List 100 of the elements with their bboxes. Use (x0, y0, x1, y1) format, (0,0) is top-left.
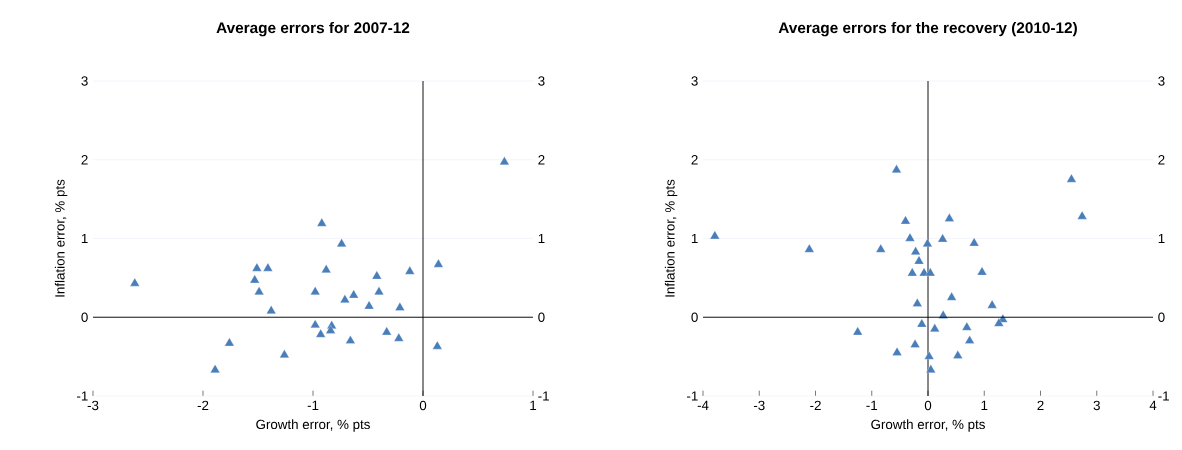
point (875, 243, 886, 253)
point (925, 364, 936, 373)
point (315, 328, 326, 338)
y-tick-label: 1 (81, 233, 88, 244)
point (961, 321, 972, 331)
point (404, 265, 415, 275)
y2-tick-label: 1 (538, 233, 545, 244)
point (938, 310, 949, 319)
point (1066, 173, 1077, 183)
point (922, 238, 933, 247)
point (925, 267, 936, 277)
y-tick-label: 0 (81, 312, 88, 322)
point (432, 340, 443, 350)
y-tick-label: 0 (691, 312, 698, 322)
point (946, 291, 957, 301)
point (914, 255, 924, 265)
point (325, 325, 336, 334)
x-tick-label: 0 (924, 400, 932, 411)
point (892, 347, 902, 356)
point (395, 302, 405, 311)
y2-tick-label: 1 (1158, 233, 1165, 244)
point (249, 274, 260, 284)
point (374, 286, 384, 295)
y2-tick-label: -1 (538, 391, 549, 401)
y2-tick-label: 3 (1158, 76, 1165, 86)
point (916, 318, 927, 328)
x-tick-label: 4 (1149, 400, 1157, 410)
x-tick-label: -4 (697, 400, 709, 410)
x-tick-label: 3 (1093, 400, 1100, 411)
x-tick-label: 1 (530, 400, 537, 410)
y-axis-title: Inflation error, % pts (664, 179, 678, 297)
point (371, 270, 382, 280)
point (852, 326, 863, 336)
point (910, 339, 920, 348)
point (709, 230, 720, 240)
point (891, 164, 902, 173)
point (987, 299, 998, 309)
chart-title: Average errors for the recovery (2010-12) (778, 21, 1077, 37)
point (364, 300, 374, 310)
point (279, 349, 290, 358)
y-tick-label: 3 (81, 76, 88, 86)
point (340, 294, 350, 303)
point (316, 217, 327, 227)
point (993, 317, 1004, 327)
x-tick-label: -1 (307, 400, 319, 410)
y-tick-label: 1 (691, 233, 698, 244)
point (252, 262, 262, 272)
point (254, 286, 264, 295)
point (310, 286, 321, 295)
point (345, 335, 356, 344)
point (929, 323, 940, 332)
point (310, 319, 321, 329)
point (129, 277, 140, 287)
x-axis-title: Growth error, % pts (871, 419, 985, 432)
point (224, 337, 235, 347)
x-tick-label: -2 (810, 400, 821, 411)
y-tick-label: 3 (691, 76, 698, 86)
x-tick-label: 2 (1037, 400, 1044, 411)
point (944, 213, 955, 222)
point (905, 232, 915, 242)
point (381, 326, 392, 336)
x-tick-label: -3 (87, 400, 99, 411)
y-tick-label: 2 (81, 155, 88, 165)
point (937, 233, 948, 243)
point (266, 305, 277, 314)
x-tick-label: -3 (753, 400, 765, 411)
y2-tick-label: 2 (1158, 155, 1165, 165)
point (924, 350, 935, 360)
point (964, 335, 975, 344)
y2-tick-label: 0 (538, 312, 545, 322)
x-tick-label: 1 (981, 400, 988, 410)
point (210, 364, 220, 373)
y-axis-title: Inflation error, % pts (54, 179, 68, 297)
x-tick-label: -2 (197, 400, 209, 411)
point (321, 264, 332, 273)
x-tick-label: 0 (419, 400, 427, 411)
y2-tick-label: -1 (1158, 391, 1169, 401)
point (952, 350, 963, 359)
point (499, 156, 510, 165)
y-tick-label: -1 (687, 391, 698, 401)
y2-tick-label: 2 (538, 155, 545, 165)
point (969, 237, 980, 247)
y-tick-label: 2 (691, 155, 698, 165)
point (907, 267, 918, 277)
point (348, 289, 359, 299)
point (393, 332, 404, 342)
point (912, 298, 923, 307)
y2-tick-label: 3 (538, 76, 545, 86)
point (263, 262, 273, 272)
chart-title: Average errors for 2007-12 (216, 21, 410, 37)
point (910, 246, 921, 255)
point (900, 215, 911, 225)
point (1077, 210, 1088, 220)
y2-tick-label: 0 (1158, 312, 1165, 322)
x-tick-label: -1 (866, 400, 878, 410)
point (433, 258, 444, 268)
x-axis-title: Growth error, % pts (256, 419, 370, 432)
y-tick-label: -1 (77, 391, 88, 401)
point (336, 238, 347, 247)
point (977, 266, 987, 276)
